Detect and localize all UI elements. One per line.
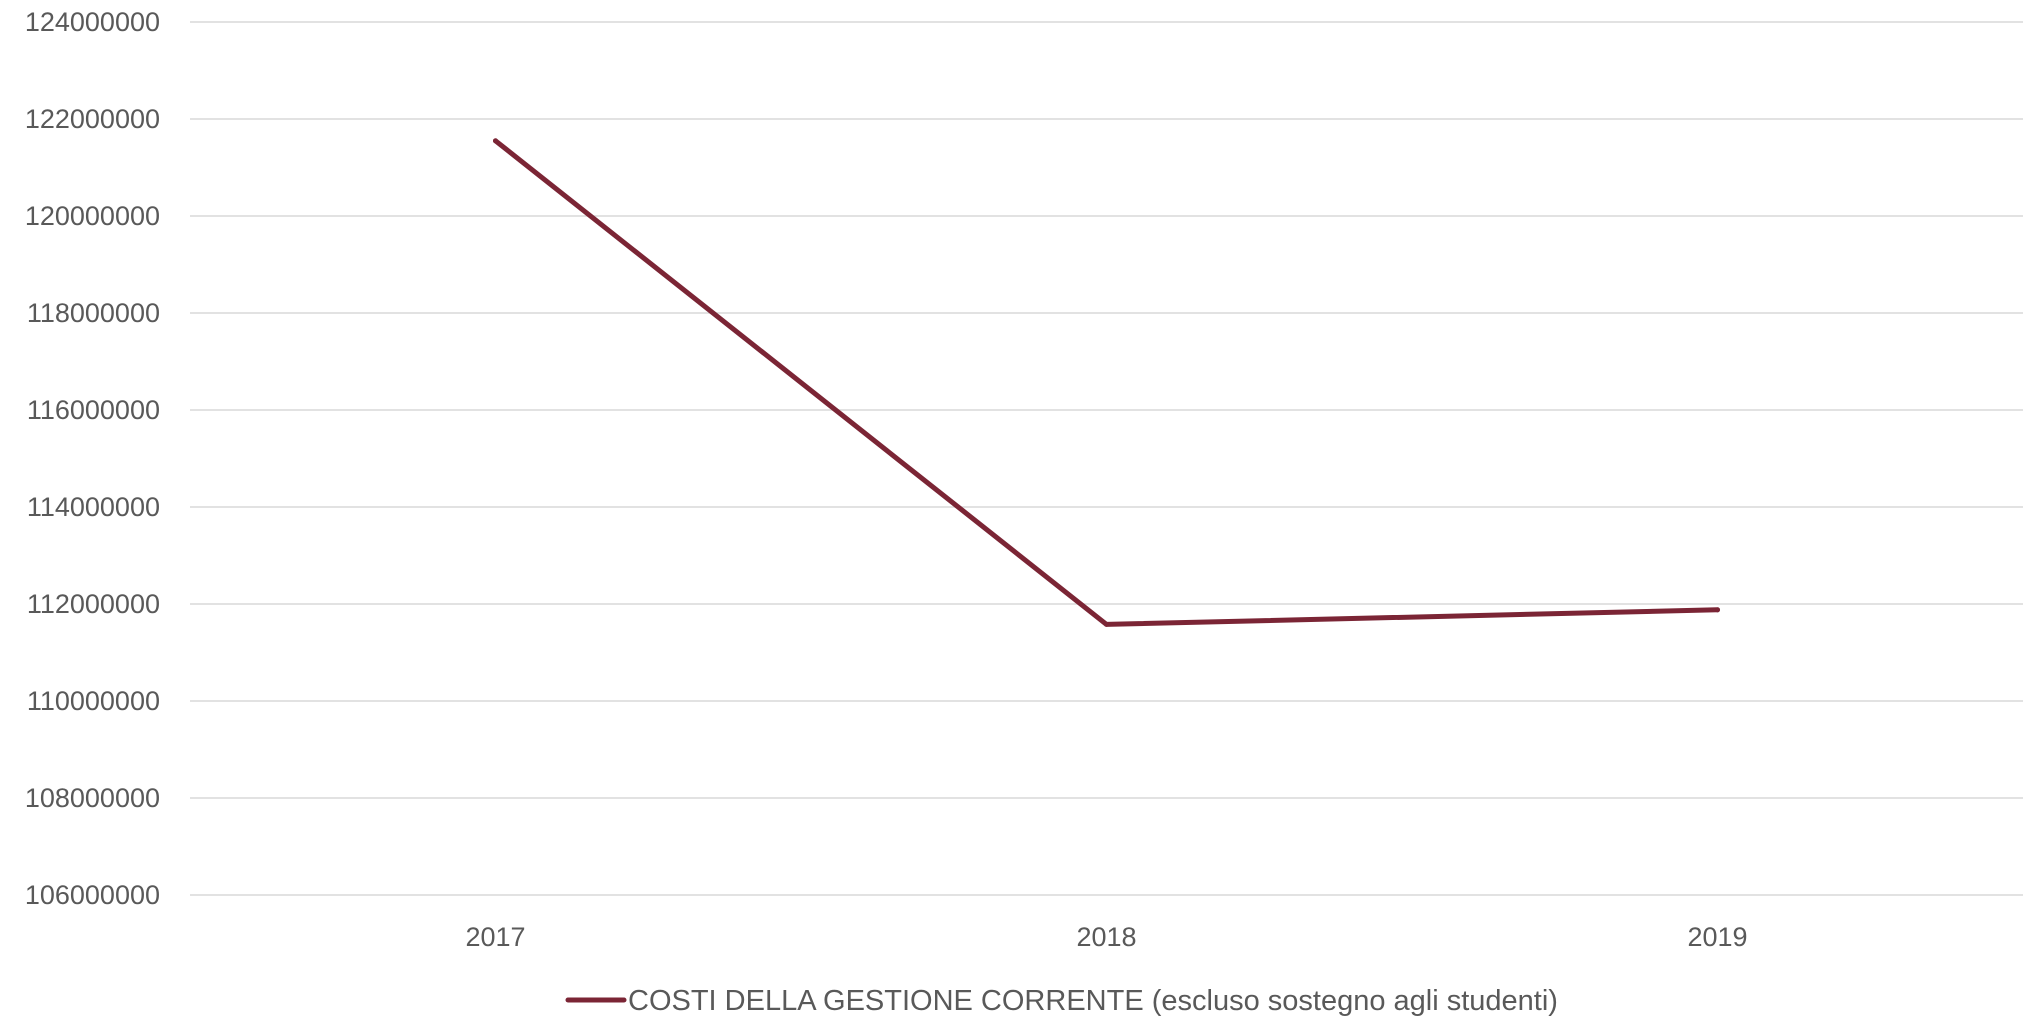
y-tick-label: 124000000 bbox=[25, 7, 160, 37]
grid bbox=[190, 21, 2023, 896]
y-tick-label: 114000000 bbox=[27, 492, 160, 522]
y-tick-label: 122000000 bbox=[25, 104, 160, 134]
data-point bbox=[1715, 607, 1720, 613]
x-tick-label: 2018 bbox=[1076, 922, 1136, 952]
y-tick-label: 110000000 bbox=[27, 686, 160, 716]
y-tick-label: 116000000 bbox=[27, 395, 160, 425]
y-tick-label: 106000000 bbox=[25, 880, 160, 910]
y-axis-ticks: 106000000 108000000 110000000 112000000 1140… bbox=[25, 7, 160, 910]
x-axis-ticks: 2017 2018 2019 bbox=[465, 922, 1747, 952]
y-tick-label: 118000000 bbox=[27, 298, 160, 328]
y-tick-label: 112000000 bbox=[27, 589, 160, 619]
legend-label: COSTI DELLA GESTIONE CORRENTE (escluso s… bbox=[628, 985, 1558, 1017]
series-line bbox=[493, 138, 1720, 627]
x-tick-label: 2019 bbox=[1687, 922, 1747, 952]
data-point bbox=[1104, 621, 1109, 627]
data-point bbox=[493, 138, 498, 144]
y-tick-label: 120000000 bbox=[25, 201, 160, 231]
x-tick-label: 2017 bbox=[465, 922, 525, 952]
series bbox=[493, 138, 1720, 627]
legend: COSTI DELLA GESTIONE CORRENTE (escluso s… bbox=[565, 985, 1558, 1017]
y-tick-label: 108000000 bbox=[25, 783, 160, 813]
